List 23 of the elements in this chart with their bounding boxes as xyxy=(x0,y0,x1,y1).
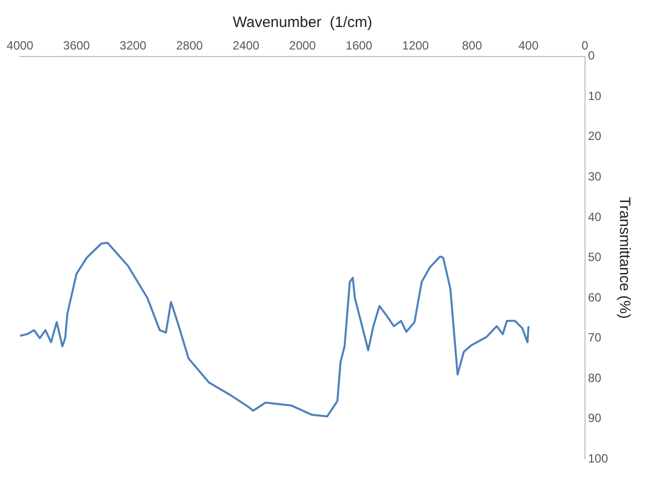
x-tick-label: 4000 xyxy=(6,38,34,53)
x-tick-label: 400 xyxy=(518,38,539,53)
x-tick-label: 2000 xyxy=(289,38,316,53)
x-axis-title: Wavenumber (1/cm) xyxy=(232,14,372,32)
y-tick-label: 20 xyxy=(588,129,602,144)
x-tick-label: 3600 xyxy=(63,38,90,53)
y-tick-label: 100 xyxy=(588,451,608,466)
x-tick-label: 1600 xyxy=(346,38,373,53)
y-tick-label: 80 xyxy=(588,370,602,385)
x-tick-label: 800 xyxy=(462,38,482,53)
x-tick-label: 3200 xyxy=(120,38,147,53)
y-tick-label: 90 xyxy=(588,411,602,426)
y-tick-label: 60 xyxy=(588,290,602,304)
x-tick-label: 2800 xyxy=(176,38,204,53)
y-tick-label: 70 xyxy=(588,330,602,345)
y-tick-label: 30 xyxy=(588,169,602,184)
y-tick-label: 40 xyxy=(588,210,602,224)
y-tick-label: 10 xyxy=(588,88,602,103)
y-tick-label: 50 xyxy=(588,250,602,264)
x-tick-label: 2400 xyxy=(232,38,260,53)
x-tick-label: 1200 xyxy=(402,38,430,53)
y-axis-title: Transmittance (%) xyxy=(616,196,633,319)
y-tick-label: 0 xyxy=(588,48,595,63)
